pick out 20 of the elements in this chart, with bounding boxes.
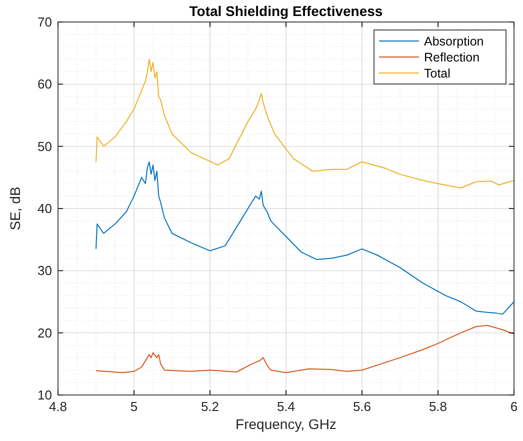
y-tick-label: 40 (38, 201, 52, 216)
x-tick-label: 6 (510, 399, 518, 414)
x-tick-label: 5.2 (200, 399, 220, 414)
line-series (96, 324, 514, 374)
y-tick-label: 60 (38, 76, 52, 92)
x-tick-label: 5.6 (352, 399, 372, 414)
legend-label: Reflection (424, 50, 480, 64)
legend-label: Absorption (424, 34, 484, 48)
x-tick-label: 5.8 (428, 399, 448, 414)
y-tick-label: 30 (38, 263, 52, 278)
y-tick-label: 50 (38, 138, 52, 154)
y-tick-label: 70 (38, 14, 52, 30)
y-axis-title: SE, dB (7, 186, 23, 230)
legend-label: Total (424, 66, 450, 80)
x-axis-title: Frequency, GHz (236, 416, 336, 432)
line-series (96, 161, 514, 315)
y-tick-label: 20 (38, 325, 52, 340)
chart-title: Total Shielding Effectiveness (189, 3, 383, 19)
x-tick-label: 5.4 (276, 399, 296, 414)
x-tick-label: 5 (130, 399, 138, 414)
